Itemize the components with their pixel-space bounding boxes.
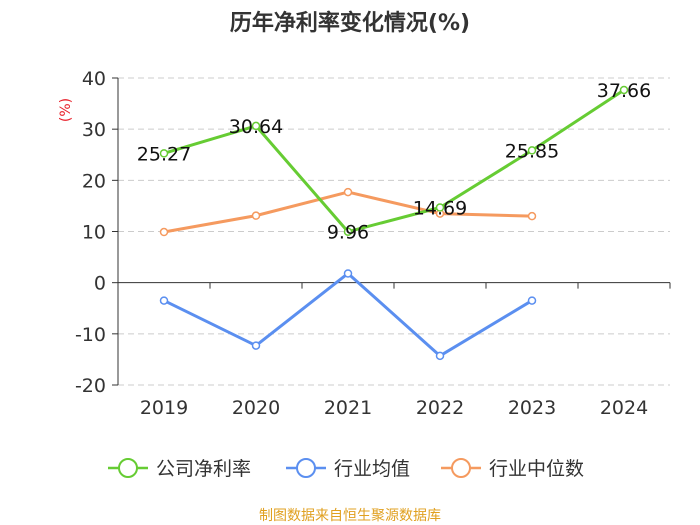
legend-item[interactable]: 行业均值: [286, 458, 410, 480]
data-point: [251, 121, 261, 131]
data-point: [527, 211, 537, 221]
gridlines: [118, 77, 670, 386]
data-point: [343, 269, 353, 278]
legend-item[interactable]: 行业中位数: [441, 458, 584, 480]
legend-marker-icon: [118, 458, 138, 478]
data-point: [527, 296, 537, 305]
data-point: [343, 187, 353, 197]
y-tick-label: 0: [94, 273, 106, 295]
legend-label: 公司净利率: [156, 458, 251, 480]
x-tick-label: 2023: [508, 397, 556, 419]
y-tick-label: 10: [82, 222, 106, 244]
data-label: 30.64: [229, 116, 283, 138]
y-tick-label: -20: [75, 375, 106, 397]
y-axis-label: (%): [58, 98, 74, 122]
data-point: [619, 85, 629, 95]
y-tick-label: 20: [82, 170, 106, 192]
legend-label: 行业均值: [334, 458, 410, 480]
x-tick-label: 2020: [232, 397, 280, 419]
y-tick-label: -10: [75, 324, 106, 346]
series-line: [163, 88, 625, 234]
legend-label: 行业中位数: [489, 458, 584, 480]
axes: 40 30 20 10 0 -10 -20 2019 2020 2021 2022 2023 2024: [75, 68, 671, 419]
legend-item[interactable]: 公司净利率: [108, 458, 251, 480]
data-point: [343, 227, 353, 236]
x-tick-label: 2019: [140, 397, 188, 419]
data-label: 25.27: [137, 143, 191, 165]
data-point: [435, 203, 445, 212]
series-line: [163, 271, 533, 358]
data-point: [251, 341, 261, 350]
y-tick-label: 40: [82, 68, 106, 90]
x-tick-label: 2024: [600, 397, 648, 419]
series-group: [159, 85, 629, 361]
source-note: 制图数据来自恒生聚源数据库: [259, 508, 441, 524]
data-point: [159, 227, 169, 237]
legend-marker-icon: [296, 458, 316, 478]
data-point: [435, 351, 445, 361]
data-point: [159, 296, 169, 305]
data-point: [527, 146, 537, 155]
x-tick-label: 2021: [324, 397, 372, 419]
data-point: [159, 149, 169, 158]
data-labels: 25.27 30.64 9.96 14.69 25.85 37.66: [137, 80, 651, 244]
legend: 公司净利率 行业均值 行业中位数: [108, 458, 584, 480]
data-label: 14.69: [413, 198, 467, 220]
data-label: 37.66: [597, 80, 651, 102]
chart-title: 历年净利率变化情况(%): [230, 10, 470, 36]
x-tick-label: 2022: [416, 397, 464, 419]
y-tick-label: 30: [82, 119, 106, 141]
data-label: 25.85: [505, 140, 559, 162]
legend-marker-icon: [451, 458, 471, 478]
data-point: [251, 211, 261, 220]
data-label: 9.96: [327, 222, 369, 244]
